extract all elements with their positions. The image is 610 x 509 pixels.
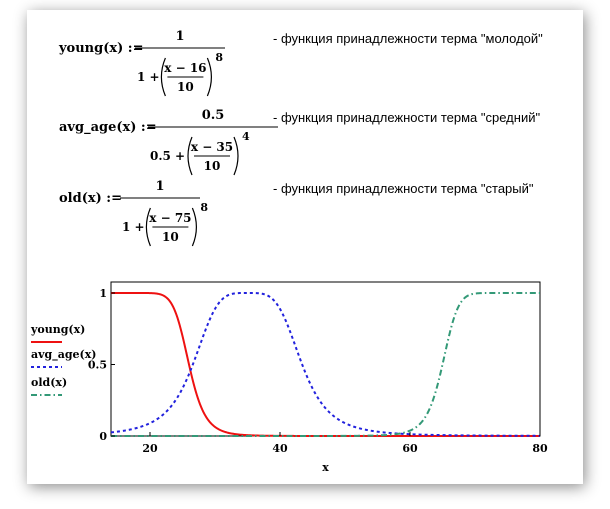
left-paren	[160, 57, 166, 97]
plot-frame	[110, 281, 541, 437]
denominator-lead: 1 +	[137, 70, 160, 84]
chart-region[interactable]: 0 0.5 1 20 40 60 80 x young(x) avg_age(x) old(x)	[30, 281, 548, 474]
exponent: 8	[215, 51, 223, 64]
right-paren	[206, 57, 212, 97]
y-tick-label: 0.5	[88, 359, 107, 372]
denominator-lead: 1 +	[122, 220, 145, 234]
left-paren	[187, 136, 193, 176]
denominator-lead: 0.5 +	[150, 149, 185, 163]
inner-numerator: x − 16	[164, 61, 206, 75]
right-paren	[191, 207, 197, 247]
inner-denominator: 10	[162, 230, 179, 244]
series-line-avg_age	[110, 292, 541, 437]
legend-entry: avg_age(x)	[31, 348, 97, 368]
x-axis-label: x	[322, 461, 329, 474]
legend-entry: young(x)	[30, 323, 85, 343]
function-name: old(x) :=	[59, 191, 122, 206]
legend-label: old(x)	[31, 376, 67, 389]
formula-row[interactable]: avg_age(x) := 0.5 0.5 + x − 35 10 4 - функция …	[59, 108, 540, 176]
legend-entry: old(x)	[31, 376, 67, 396]
formula-row[interactable]: young(x) := 1 1 + x − 16 10 8 - функция принад…	[58, 29, 543, 97]
legend-label: young(x)	[30, 323, 85, 336]
function-name: avg_age(x) :=	[59, 120, 157, 135]
right-paren	[233, 136, 239, 176]
formulas-region: young(x) := 1 1 + x − 16 10 8 - функция принад…	[58, 29, 543, 247]
formula-comment: - функция принадлежности терма "молодой"	[273, 31, 543, 46]
legend-label: avg_age(x)	[31, 348, 97, 362]
x-tick-label: 60	[402, 442, 418, 455]
formula-row[interactable]: old(x) := 1 1 + x − 75 10 8 - функция принадле…	[59, 179, 534, 247]
x-tick-label: 20	[142, 442, 158, 455]
x-tick-label: 40	[272, 442, 288, 455]
formula-comment: - функция принадлежности терма "средний"	[273, 110, 540, 125]
x-tick-label: 80	[532, 442, 548, 455]
function-name: young(x) :=	[58, 41, 144, 56]
numerator: 1	[175, 29, 184, 44]
exponent: 4	[242, 130, 250, 143]
inner-denominator: 10	[204, 159, 221, 173]
exponent: 8	[200, 201, 208, 214]
inner-denominator: 10	[177, 80, 194, 94]
inner-numerator: x − 75	[149, 211, 191, 225]
series-line-old	[111, 292, 540, 437]
numerator: 1	[155, 179, 164, 194]
left-paren	[145, 207, 151, 247]
numerator: 0.5	[202, 108, 225, 123]
y-tick-label: 1	[99, 287, 107, 300]
y-tick-label: 0	[99, 430, 107, 443]
formula-comment: - функция принадлежности терма "старый"	[273, 181, 534, 196]
inner-numerator: x − 35	[191, 140, 233, 154]
